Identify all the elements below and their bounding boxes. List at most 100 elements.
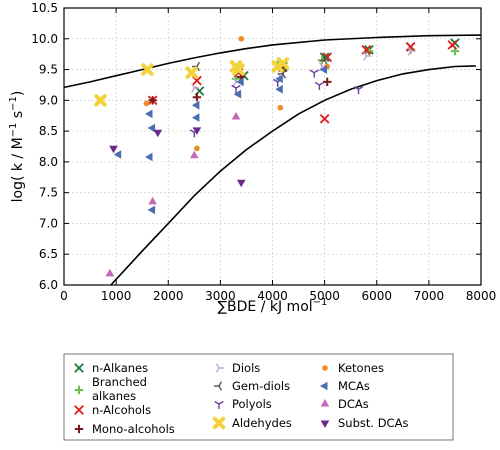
data-point xyxy=(191,83,200,93)
data-point xyxy=(231,112,241,120)
legend-marker xyxy=(74,424,84,434)
x-tick-label: 2000 xyxy=(153,289,184,303)
y-tick-label: 10.5 xyxy=(31,1,58,15)
data-point xyxy=(233,89,242,99)
data-point xyxy=(105,268,115,277)
data-point xyxy=(185,66,198,79)
x-axis-label-sup: −1 xyxy=(313,297,328,308)
data-point xyxy=(363,51,372,61)
legend-label: MCAs xyxy=(338,379,370,393)
x-tick-label: 4000 xyxy=(257,289,288,303)
y-tick-label: 10.0 xyxy=(31,32,58,46)
legend-label: Aldehydes xyxy=(232,416,292,430)
y-tick-label: 6.0 xyxy=(39,278,58,292)
data-point xyxy=(147,205,156,215)
legend-marker xyxy=(74,405,84,415)
y-tick-label: 9.0 xyxy=(39,93,58,107)
data-point xyxy=(238,35,245,42)
x-tick-label: 0 xyxy=(60,289,68,303)
y-axis-label-part: s xyxy=(10,111,26,123)
boundary-curves xyxy=(63,34,482,286)
legend-label: Ketones xyxy=(338,361,384,375)
data-point xyxy=(192,127,202,135)
legend-label: Mono-alcohols xyxy=(92,422,175,436)
data-point xyxy=(147,123,156,133)
data-point xyxy=(447,40,458,50)
x-tick-label: 5000 xyxy=(309,289,340,303)
legend-label: Subst. DCAs xyxy=(338,416,408,430)
legend-marker xyxy=(214,400,224,409)
legend-label: Polyols xyxy=(232,397,272,411)
y-axis-label-part: ) xyxy=(10,91,26,96)
legend-marker xyxy=(320,381,328,391)
data-point xyxy=(143,100,150,107)
data-point xyxy=(277,69,287,79)
y-axis-label-part: log( k / M xyxy=(10,137,26,202)
data-point xyxy=(314,81,325,90)
data-point xyxy=(113,150,122,159)
y-tick-label: 6.5 xyxy=(39,247,58,261)
data-point xyxy=(276,57,290,70)
data-point xyxy=(309,69,319,78)
grid-lines xyxy=(63,7,482,286)
y-tick-label: 7.0 xyxy=(39,216,58,230)
x-axis-label-text: ∑BDE / kJ mol xyxy=(218,299,313,315)
data-point xyxy=(153,129,163,138)
legend-marker xyxy=(320,399,330,407)
data-point xyxy=(141,63,154,76)
y-tick-label: 8.0 xyxy=(39,155,58,169)
data-point xyxy=(405,41,416,52)
x-tick-label: 3000 xyxy=(205,289,236,303)
data-point xyxy=(277,104,284,111)
data-point xyxy=(319,113,330,124)
data-point xyxy=(109,145,118,154)
y-tick-label: 8.5 xyxy=(39,124,58,138)
legend-label: Gem-diols xyxy=(232,379,290,393)
data-point xyxy=(194,145,200,152)
y-axis-label-part: −1 xyxy=(8,123,19,138)
legend-marker xyxy=(214,381,223,391)
data-point xyxy=(94,94,107,107)
data-point xyxy=(361,45,372,55)
legend-label: alkanes xyxy=(92,389,136,403)
data-point xyxy=(407,46,416,56)
x-axis-label: ∑BDE / kJ mol−1 xyxy=(218,297,328,315)
legend-marker xyxy=(212,416,226,430)
boundary-curve xyxy=(110,65,476,286)
y-tick-label: 7.5 xyxy=(39,186,58,200)
data-point xyxy=(145,152,153,162)
data-point xyxy=(232,63,245,76)
data-point xyxy=(236,77,244,87)
legend-label: Diols xyxy=(232,361,260,375)
data-point xyxy=(323,77,332,87)
legend-marker xyxy=(215,363,224,373)
legend-box xyxy=(63,353,454,441)
y-axis-label: log( k / M−1 s−1) xyxy=(8,91,26,203)
data-point xyxy=(148,196,157,205)
legend-label: DCAs xyxy=(338,397,369,411)
data-point xyxy=(231,84,241,94)
legend-label: Branched xyxy=(92,375,147,389)
legend-marker xyxy=(320,420,330,428)
data-point xyxy=(191,113,200,122)
data-point xyxy=(190,150,199,159)
legend-marker xyxy=(74,385,84,395)
legend-marker xyxy=(322,365,328,371)
data-point xyxy=(319,65,328,74)
x-tick-label: 8000 xyxy=(466,289,497,303)
legend-label: n-Alkanes xyxy=(92,361,148,375)
axis-ticks: 0 1000 2000 3000 4000 5000 6000 7000 8000 6.0 6.5 7… xyxy=(31,1,496,303)
data-points xyxy=(94,35,460,277)
x-tick-label: 1000 xyxy=(101,289,132,303)
x-tick-label: 7000 xyxy=(414,289,445,303)
y-tick-label: 9.5 xyxy=(39,63,58,77)
data-point xyxy=(275,74,283,84)
boundary-curve xyxy=(63,34,482,89)
legend-marker xyxy=(74,363,84,373)
data-point xyxy=(236,179,246,188)
legend-label: n-Alcohols xyxy=(92,403,151,417)
data-point xyxy=(353,86,364,95)
data-point xyxy=(191,100,200,110)
